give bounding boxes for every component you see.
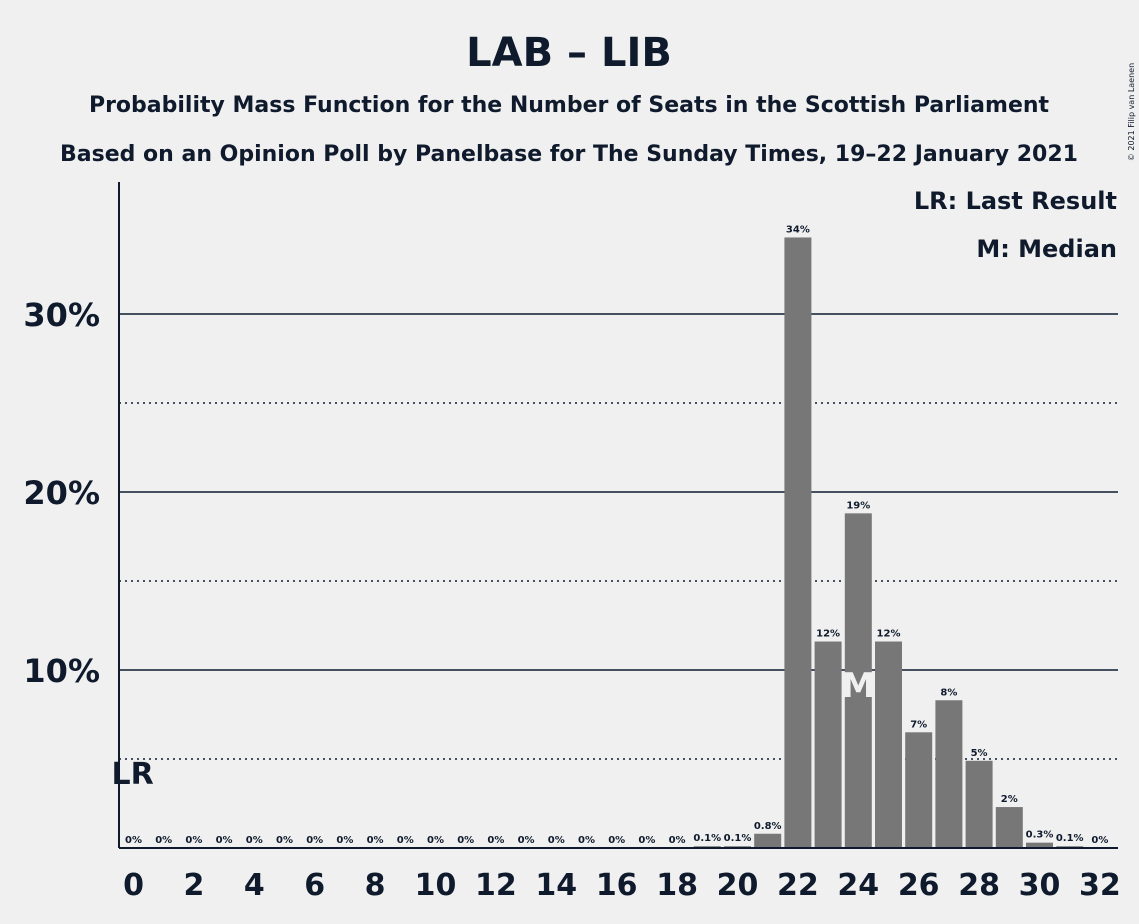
bar-value-label: 0% [216, 835, 233, 846]
bar-seat-23 [814, 641, 842, 848]
last-result-marker: LR [112, 757, 154, 792]
bar-value-label: 0% [1091, 835, 1108, 846]
bar-value-label: 0% [608, 835, 625, 846]
chart-subtitle-line-2: Based on an Opinion Poll by Panelbase fo… [60, 142, 1078, 167]
bar-value-label: 0% [427, 835, 444, 846]
bar-value-label: 0% [518, 835, 535, 846]
y-tick-label: 20% [23, 474, 100, 512]
bars [693, 237, 1084, 848]
bar-value-label: 0.1% [1056, 833, 1084, 844]
x-tick-label: 16 [596, 868, 638, 903]
bar-value-label: 0% [548, 835, 565, 846]
bar-value-label: 0.1% [693, 833, 721, 844]
bar-seat-21 [754, 833, 782, 848]
x-tick-label: 2 [183, 868, 204, 903]
gridlines [119, 313, 1118, 760]
y-tick-label: 10% [23, 652, 100, 690]
bar-seat-26 [905, 732, 933, 848]
bar-seat-28 [965, 760, 993, 848]
bar-seat-30 [1026, 842, 1053, 848]
bar-value-label: 0% [457, 835, 474, 846]
copyright-text: © 2021 Filip van Laenen [1127, 63, 1136, 161]
bar-seat-25 [875, 641, 902, 848]
bar-value-label: 0.8% [754, 821, 782, 832]
bar-value-label: 0% [669, 835, 686, 846]
bar-value-label: 19% [846, 500, 870, 511]
bar-value-label: 0% [397, 835, 414, 846]
bar-value-label: 0% [367, 835, 384, 846]
chart-subtitle-line-1: Probability Mass Function for the Number… [89, 93, 1050, 118]
x-tick-label: 18 [656, 868, 698, 903]
x-tick-label: 20 [717, 868, 759, 903]
bar-value-label: 0% [125, 835, 142, 846]
bar-seat-22 [784, 237, 812, 848]
bar-value-label: 0.1% [724, 833, 752, 844]
x-tick-labels: 0 2 4 6 8 10 12 14 16 18 20 22 24 26 28 30 32 [123, 868, 1121, 903]
chart-title: LAB – LIB [466, 30, 672, 76]
bar-value-label: 0% [487, 835, 504, 846]
bar-value-label: 0.3% [1026, 830, 1054, 841]
x-tick-label: 4 [244, 868, 265, 903]
bar-value-label: 0% [155, 835, 172, 846]
y-tick-labels: 10% 20% 30% [23, 296, 100, 690]
bar-seat-24 [844, 513, 872, 848]
bar-value-label: 0% [185, 835, 202, 846]
x-tick-label: 12 [475, 868, 517, 903]
bar-value-label: 34% [786, 224, 810, 235]
x-tick-label: 22 [777, 868, 819, 903]
x-tick-label: 6 [304, 868, 325, 903]
bar-value-label: 0% [246, 835, 263, 846]
legend-median: M: Median [976, 235, 1117, 263]
x-tick-label: 0 [123, 868, 144, 903]
bar-value-label: 0% [578, 835, 595, 846]
bar-value-label: 12% [877, 629, 901, 640]
x-tick-label: 10 [415, 868, 457, 903]
x-tick-label: 28 [958, 868, 1000, 903]
x-tick-label: 32 [1079, 868, 1121, 903]
x-tick-label: 14 [535, 868, 577, 903]
bar-value-label: 5% [971, 748, 988, 759]
x-tick-label: 8 [365, 868, 386, 903]
y-tick-label: 30% [23, 296, 100, 334]
bar-value-label: 12% [816, 629, 840, 640]
bar-value-label: 8% [940, 687, 957, 698]
legend-last-result: LR: Last Result [914, 187, 1117, 215]
bar-value-label: 2% [1001, 794, 1018, 805]
bar-seat-27 [935, 700, 963, 848]
bar-value-label: 0% [306, 835, 323, 846]
x-tick-label: 30 [1019, 868, 1061, 903]
bar-value-label: 0% [276, 835, 293, 846]
bar-seat-29 [995, 807, 1023, 848]
x-tick-label: 24 [837, 868, 879, 903]
bar-value-label: 0% [336, 835, 353, 846]
bar-value-label: 0% [638, 835, 655, 846]
bar-value-labels: 0% 0% 0% 0% 0% 0% 0% 0% 0% 0% 0% 0% 0% 0% 0% 0% 0% 0% 0% 0.… [125, 224, 1108, 846]
x-tick-label: 26 [898, 868, 940, 903]
median-marker: M [841, 666, 875, 706]
bar-value-label: 7% [910, 719, 927, 730]
